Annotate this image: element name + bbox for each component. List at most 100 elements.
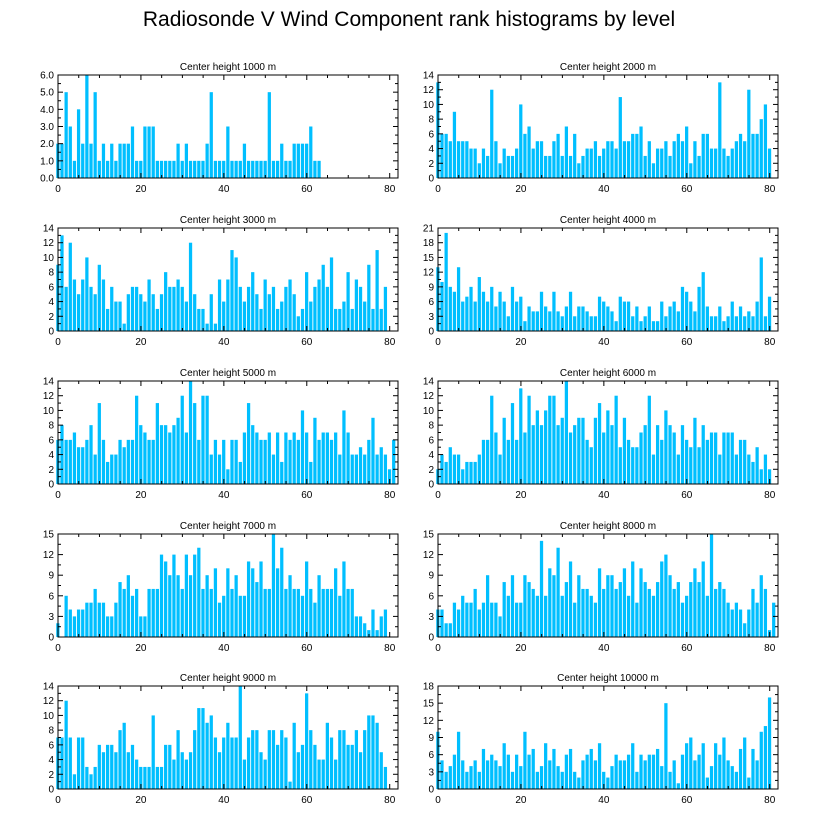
histogram-bar <box>697 447 701 484</box>
histogram-bar <box>751 588 755 637</box>
x-tick-label: 0 <box>435 795 441 806</box>
histogram-bar <box>155 308 159 331</box>
histogram-bar <box>577 163 581 178</box>
histogram-bar <box>110 454 114 484</box>
histogram-bar <box>321 432 325 484</box>
histogram-bar <box>693 417 697 484</box>
y-tick-label: 18 <box>423 238 435 249</box>
histogram-bar <box>444 461 448 484</box>
histogram-bar <box>672 760 676 789</box>
histogram-bar <box>631 447 635 484</box>
histogram-bar <box>452 602 457 637</box>
histogram-bar <box>548 395 552 484</box>
histogram-bar <box>494 760 498 789</box>
y-tick-label: 2 <box>48 465 54 476</box>
histogram-bar <box>180 752 184 789</box>
y-tick-label: 4 <box>48 450 54 461</box>
histogram-bar <box>383 766 388 789</box>
histogram-bar <box>89 774 93 789</box>
histogram-bar <box>647 306 651 331</box>
histogram-bar <box>722 321 726 331</box>
histogram-bar <box>342 730 346 789</box>
histogram-bar <box>122 143 126 178</box>
histogram-bar <box>655 148 660 178</box>
y-tick-label: 3 <box>428 767 434 778</box>
histogram-bar <box>622 301 627 331</box>
histogram-bar <box>631 316 635 331</box>
histogram-bar <box>668 155 672 178</box>
histogram-bar <box>714 316 718 331</box>
histogram-bar <box>705 306 709 331</box>
histogram-bar <box>639 126 643 178</box>
histogram-bar <box>593 316 598 331</box>
y-tick-label: 12 <box>423 550 435 561</box>
histogram-bar <box>292 722 296 789</box>
y-tick-label: 8 <box>48 421 54 432</box>
histogram-bar <box>755 760 759 789</box>
histogram-bar <box>606 777 610 789</box>
histogram-bar <box>184 759 189 789</box>
histogram-bar <box>346 744 350 789</box>
histogram-bar <box>188 752 193 789</box>
y-tick-label: 0.0 <box>40 174 54 185</box>
histogram-bar <box>618 582 622 637</box>
x-tick-label: 40 <box>218 490 230 501</box>
histogram-bar <box>176 575 180 637</box>
histogram-bar <box>548 311 552 331</box>
histogram-bar <box>581 306 585 331</box>
histogram-bar <box>519 388 523 484</box>
histogram-bar <box>139 766 143 789</box>
histogram-bar <box>672 588 676 637</box>
histogram-bar <box>300 744 305 789</box>
histogram-bar <box>267 588 271 637</box>
histogram-bar <box>469 461 473 484</box>
histogram-bar <box>544 410 548 484</box>
histogram-bar <box>81 737 85 789</box>
panel-title: Center height 6000 m <box>560 368 656 379</box>
histogram-bar <box>242 143 247 178</box>
histogram-bar <box>367 630 371 637</box>
histogram-bar <box>151 294 155 331</box>
histogram-bar <box>440 760 444 789</box>
histogram-bar <box>664 554 668 637</box>
y-tick-label: 15 <box>43 530 55 541</box>
histogram-bar <box>143 616 147 637</box>
x-tick-label: 60 <box>681 795 693 806</box>
y-tick-label: 12 <box>423 391 435 402</box>
y-tick-label: 0 <box>428 480 434 491</box>
histogram-bar <box>350 588 354 637</box>
histogram-bar <box>531 311 535 331</box>
histogram-bar <box>275 432 280 484</box>
histogram-bar <box>639 321 643 331</box>
histogram-bar <box>510 286 515 331</box>
histogram-bar <box>288 781 292 789</box>
histogram-bar <box>556 766 560 789</box>
histogram-bar <box>730 766 734 789</box>
histogram-bar <box>763 588 768 637</box>
histogram-bar <box>110 616 114 637</box>
histogram-bar <box>560 771 564 789</box>
histogram-bar <box>618 447 622 484</box>
y-tick-label: 6 <box>428 591 434 602</box>
histogram-bar <box>105 744 110 789</box>
histogram-bar <box>734 454 739 484</box>
histogram-bar <box>494 306 498 331</box>
y-tick-label: 2 <box>428 465 434 476</box>
histogram-bar <box>193 294 197 331</box>
y-tick-label: 10 <box>43 711 55 722</box>
histogram-bar <box>668 771 672 789</box>
histogram-bar <box>527 126 531 178</box>
histogram-bar <box>714 743 718 789</box>
histogram-bar <box>205 143 209 178</box>
histogram-bar <box>635 306 639 331</box>
y-tick-label: 12 <box>43 238 55 249</box>
histogram-bar <box>614 148 618 178</box>
histogram-bar <box>139 425 143 484</box>
histogram-bar <box>275 568 280 637</box>
x-tick-label: 80 <box>384 184 396 195</box>
histogram-bar <box>64 439 68 484</box>
histogram-bar <box>693 141 697 178</box>
histogram-panel: Center height 2000 m 0 20 40 60 80 0 2 4 6 8 10 12 14 <box>423 62 779 195</box>
y-tick-label: 0 <box>428 174 434 185</box>
histogram-bar <box>172 425 176 484</box>
